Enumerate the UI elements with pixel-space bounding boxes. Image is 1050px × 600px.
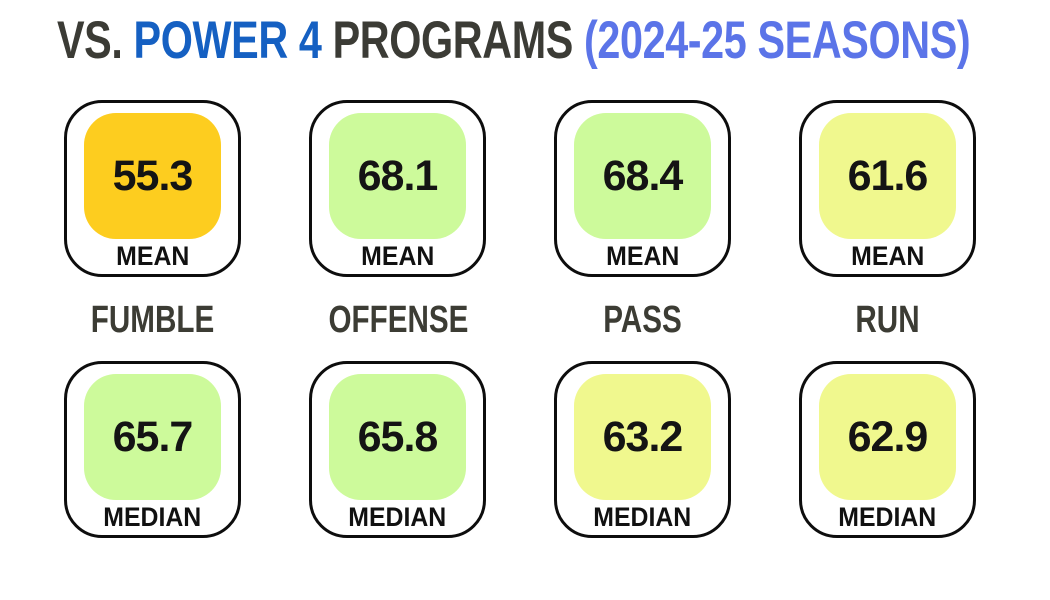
- run-mean-label: MEAN: [850, 241, 925, 271]
- title-segment-power4: POWER 4: [133, 11, 333, 70]
- offense-mean-value-tile: 68.1: [329, 113, 466, 239]
- pass-mean-card: 68.4 MEAN: [554, 100, 731, 277]
- category-label-offense: OFFENSE: [328, 299, 469, 341]
- fumble-median-value-tile: 65.7: [84, 374, 221, 500]
- fumble-mean-label: MEAN: [115, 241, 190, 271]
- fumble-median-value: 65.7: [112, 412, 194, 461]
- offense-median-label: MEDIAN: [348, 502, 447, 532]
- pass-mean-value-tile: 68.4: [574, 113, 711, 239]
- title-segment-seasons: (2024-25 SEASONS): [584, 11, 971, 70]
- category-label-run: RUN: [855, 299, 920, 341]
- stat-column-pass: 68.4 MEAN PASS 63.2 MEDIAN: [554, 100, 731, 540]
- pass-median-value-tile: 63.2: [574, 374, 711, 500]
- stat-column-run: 61.6 MEAN RUN 62.9 MEDIAN: [799, 100, 976, 540]
- offense-median-card: 65.8 MEDIAN: [309, 361, 486, 538]
- pass-median-card: 63.2 MEDIAN: [554, 361, 731, 538]
- run-mean-card: 61.6 MEAN: [799, 100, 976, 277]
- offense-mean-card: 68.1 MEAN: [309, 100, 486, 277]
- run-median-card: 62.9 MEDIAN: [799, 361, 976, 538]
- category-label-pass: PASS: [603, 299, 682, 341]
- fumble-mean-value-tile: 55.3: [84, 113, 221, 239]
- run-median-label: MEDIAN: [838, 502, 937, 532]
- pass-mean-label: MEAN: [605, 241, 680, 271]
- page-title: VS. POWER 4 PROGRAMS (2024-25 SEASONS): [57, 11, 971, 70]
- fumble-mean-value: 55.3: [112, 151, 194, 200]
- stat-column-offense: 68.1 MEAN OFFENSE 65.8 MEDIAN: [309, 100, 486, 540]
- fumble-median-card: 65.7 MEDIAN: [64, 361, 241, 538]
- fumble-mean-card: 55.3 MEAN: [64, 100, 241, 277]
- run-mean-value: 61.6: [847, 151, 929, 200]
- title-segment-programs: PROGRAMS: [332, 11, 585, 70]
- title-segment-vs: VS.: [57, 11, 134, 70]
- run-median-value-tile: 62.9: [819, 374, 956, 500]
- offense-mean-label: MEAN: [360, 241, 435, 271]
- run-mean-value-tile: 61.6: [819, 113, 956, 239]
- pass-median-value: 63.2: [602, 412, 684, 461]
- offense-median-value: 65.8: [357, 412, 439, 461]
- offense-mean-value: 68.1: [357, 151, 439, 200]
- pass-median-label: MEDIAN: [593, 502, 692, 532]
- offense-median-value-tile: 65.8: [329, 374, 466, 500]
- run-median-value: 62.9: [847, 412, 929, 461]
- fumble-median-label: MEDIAN: [103, 502, 202, 532]
- stat-column-fumble: 55.3 MEAN FUMBLE 65.7 MEDIAN: [64, 100, 241, 540]
- pass-mean-value: 68.4: [602, 151, 684, 200]
- category-label-fumble: FUMBLE: [90, 299, 215, 341]
